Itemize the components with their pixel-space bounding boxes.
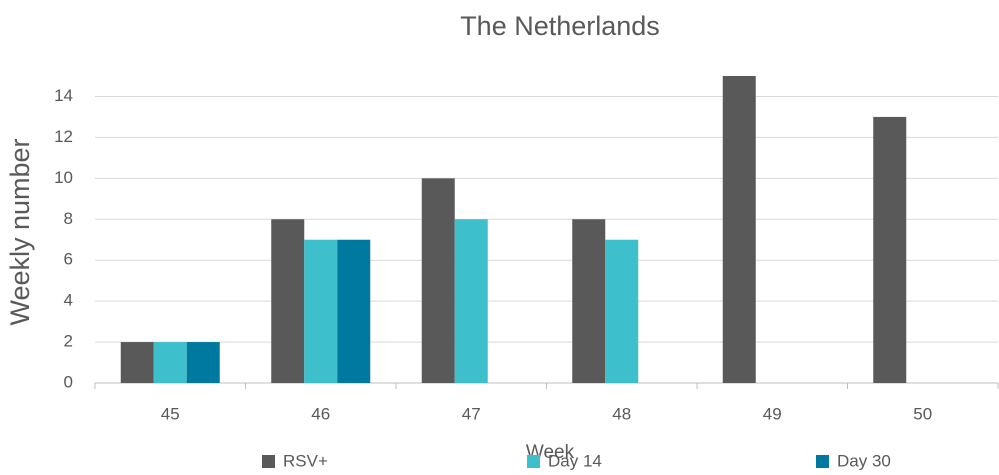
bar	[454, 219, 488, 383]
x-tick-label: 45	[161, 404, 180, 423]
y-tick-label: 14	[54, 86, 73, 105]
x-tick-label: 49	[763, 404, 782, 423]
legend-swatch	[816, 455, 829, 468]
bar	[153, 342, 187, 383]
bar	[337, 239, 371, 383]
bar	[421, 178, 455, 383]
bar	[722, 76, 756, 383]
legend-label: RSV+	[283, 451, 328, 470]
legend-label: Day 14	[548, 451, 602, 470]
legend-label: Day 30	[837, 451, 891, 470]
y-tick-label: 2	[64, 332, 73, 351]
bar	[873, 116, 907, 383]
bar	[271, 219, 305, 383]
legend-swatch	[262, 455, 275, 468]
y-tick-label: 10	[54, 168, 73, 187]
legend-swatch	[527, 455, 540, 468]
y-tick-label: 4	[64, 291, 73, 310]
y-tick-label: 8	[64, 209, 73, 228]
x-tick-label: 46	[311, 404, 330, 423]
bar	[120, 342, 154, 383]
x-tick-label: 48	[612, 404, 631, 423]
y-axis-label: Weekly number	[5, 138, 35, 325]
y-tick-label: 12	[54, 127, 73, 146]
bar	[605, 239, 639, 383]
bar	[186, 342, 220, 383]
x-tick-label: 50	[913, 404, 932, 423]
bar	[572, 219, 606, 383]
y-tick-label: 6	[64, 250, 73, 269]
y-tick-label: 0	[64, 372, 73, 391]
x-tick-label: 47	[462, 404, 481, 423]
bar	[304, 239, 338, 383]
chart-title: The Netherlands	[460, 11, 660, 41]
